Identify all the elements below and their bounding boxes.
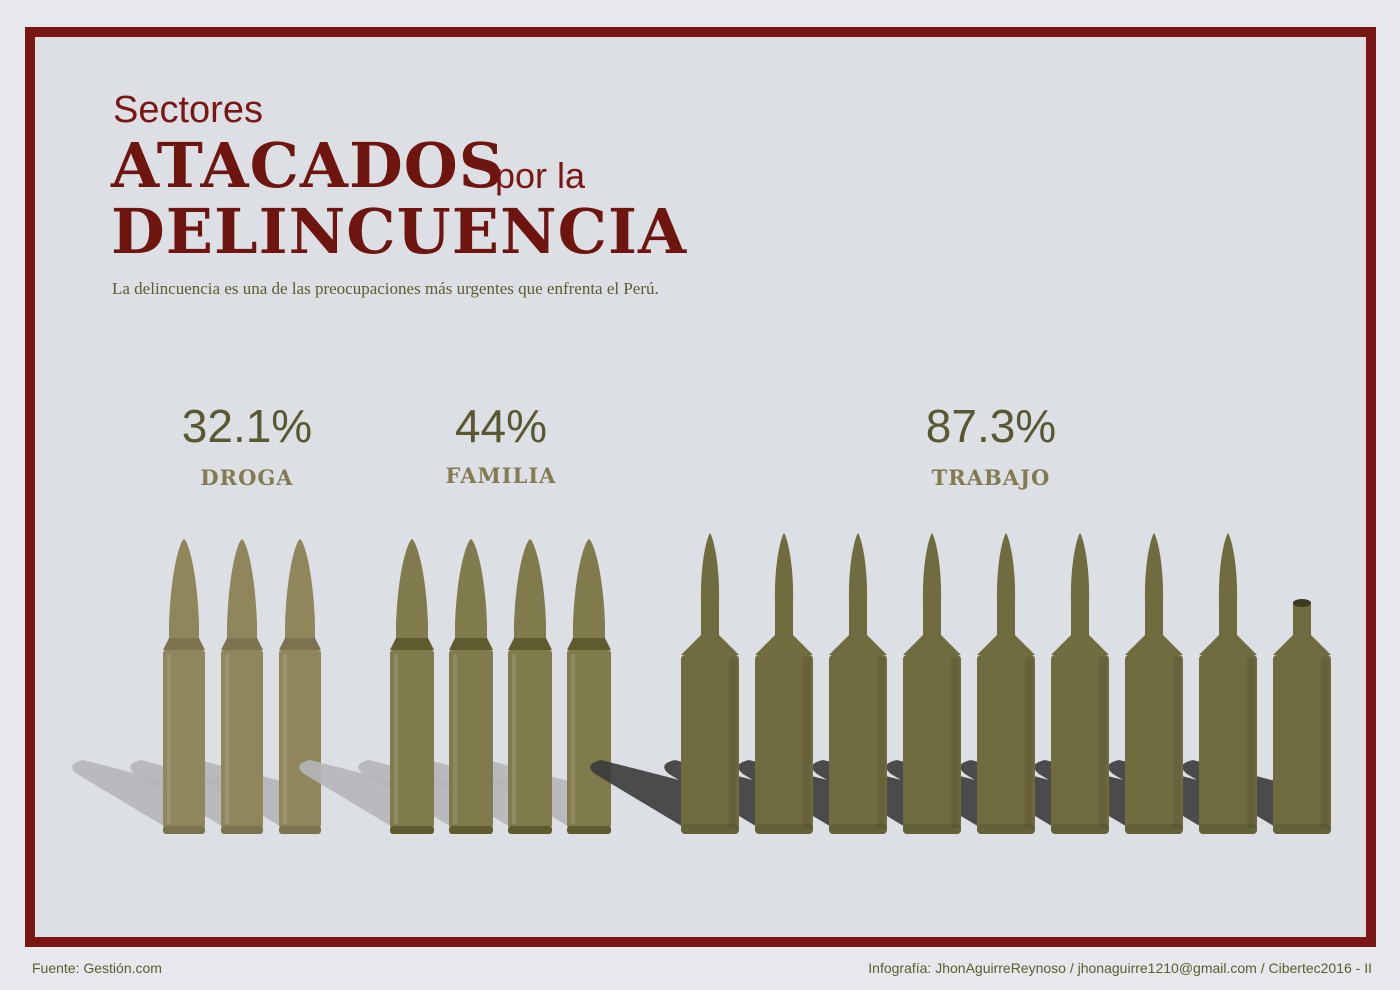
droga-percent: 32.1% bbox=[181, 400, 313, 452]
bullet-icon bbox=[221, 539, 263, 834]
empty-casing-icon bbox=[1273, 599, 1331, 834]
bullet-icon bbox=[508, 539, 552, 834]
bullet-icon bbox=[567, 539, 611, 834]
familia-label: FAMILIA bbox=[445, 463, 557, 488]
bullet-icon bbox=[977, 533, 1035, 834]
bullet-icon bbox=[903, 533, 961, 834]
title-connector: por la bbox=[495, 155, 586, 196]
pre-title: Sectores bbox=[113, 89, 263, 131]
familia-bullet-shadow bbox=[299, 760, 404, 828]
familia-bullets bbox=[299, 539, 611, 834]
bullet-icon bbox=[1199, 533, 1257, 834]
bullet-icon bbox=[449, 539, 493, 834]
trabajo-label: TRABAJO bbox=[931, 465, 1051, 490]
bullet-icon bbox=[390, 539, 434, 834]
trabajo-percent: 87.3% bbox=[925, 400, 1057, 452]
bullet-icon bbox=[279, 539, 321, 834]
infographic-frame: Sectores ATACADOS por la DELINCUENCIA La… bbox=[25, 27, 1376, 947]
subtitle: La delincuencia es una de las preocupaci… bbox=[112, 279, 659, 298]
bullet-chart bbox=[72, 533, 1331, 834]
droga-label: DROGA bbox=[200, 465, 294, 490]
bullet-icon bbox=[755, 533, 813, 834]
bullet-icon bbox=[163, 539, 205, 834]
familia-percent: 44% bbox=[454, 400, 548, 452]
source-note: Fuente: Gestión.com bbox=[32, 960, 162, 976]
bullet-icon bbox=[1125, 533, 1183, 834]
droga-bullets bbox=[72, 539, 321, 834]
trabajo-bullets bbox=[590, 533, 1331, 834]
trabajo-bullet-shadow bbox=[590, 760, 695, 828]
title-line-1: ATACADOS bbox=[111, 129, 505, 202]
credits-note: Infografía: JhonAguirreReynoso / jhonagu… bbox=[868, 960, 1372, 976]
title-line-2: DELINCUENCIA bbox=[111, 195, 688, 268]
droga-bullet-shadow bbox=[72, 760, 177, 828]
bullet-icon bbox=[829, 533, 887, 834]
bullet-icon bbox=[681, 533, 739, 834]
bullet-icon bbox=[1051, 533, 1109, 834]
